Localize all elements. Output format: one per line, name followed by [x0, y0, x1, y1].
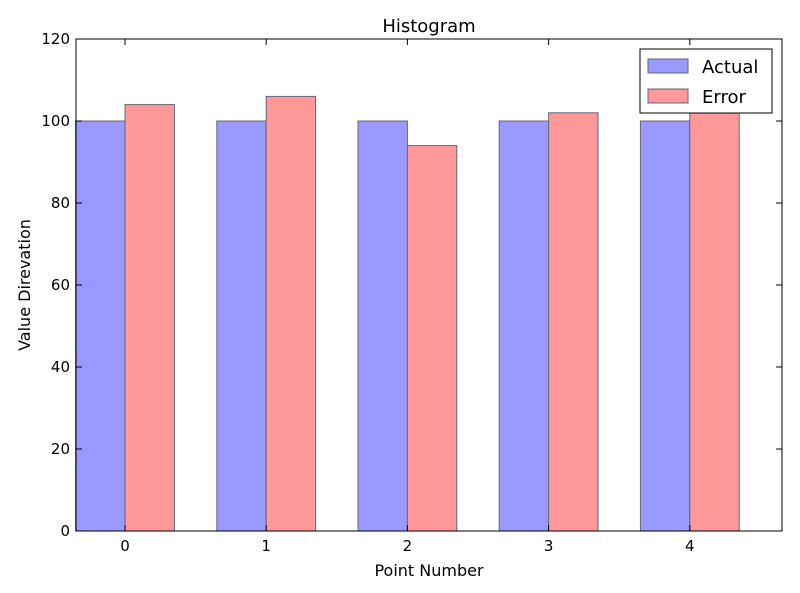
x-axis-label: Point Number	[374, 561, 484, 580]
y-tick-label: 60	[51, 276, 70, 294]
y-axis-label: Value Direvation	[15, 219, 34, 351]
x-tick-label: 3	[544, 537, 554, 555]
legend-swatch-error	[647, 88, 689, 104]
y-tick-label: 100	[41, 112, 70, 130]
bar-error-2	[406, 145, 458, 532]
legend-label-actual: Actual	[702, 57, 758, 78]
x-tick-label: 0	[120, 537, 130, 555]
bar-error-0	[124, 104, 175, 532]
bar-actual-4	[639, 120, 691, 532]
bar-actual-2	[357, 120, 408, 532]
x-tick-label: 1	[261, 537, 271, 555]
bar-actual-0	[75, 120, 126, 532]
bar-actual-3	[498, 120, 550, 532]
y-tick-label: 0	[60, 522, 70, 540]
bar-error-3	[548, 112, 599, 532]
bar-error-4	[689, 108, 740, 532]
x-tick-label: 2	[403, 537, 413, 555]
y-tick-label: 80	[51, 194, 70, 212]
plot-frame	[75, 38, 783, 532]
y-tick-label: 120	[41, 30, 70, 48]
legend: Actual Error	[639, 48, 773, 114]
y-tick-label: 20	[51, 440, 70, 458]
bars-group	[75, 95, 740, 532]
x-tick-label: 4	[685, 537, 695, 555]
y-tick-label: 40	[51, 358, 70, 376]
chart-title: Histogram	[382, 16, 475, 37]
bar-error-1	[265, 95, 317, 532]
legend-label-error: Error	[702, 87, 746, 108]
bar-actual-1	[216, 120, 267, 532]
legend-swatch-actual	[647, 58, 689, 74]
